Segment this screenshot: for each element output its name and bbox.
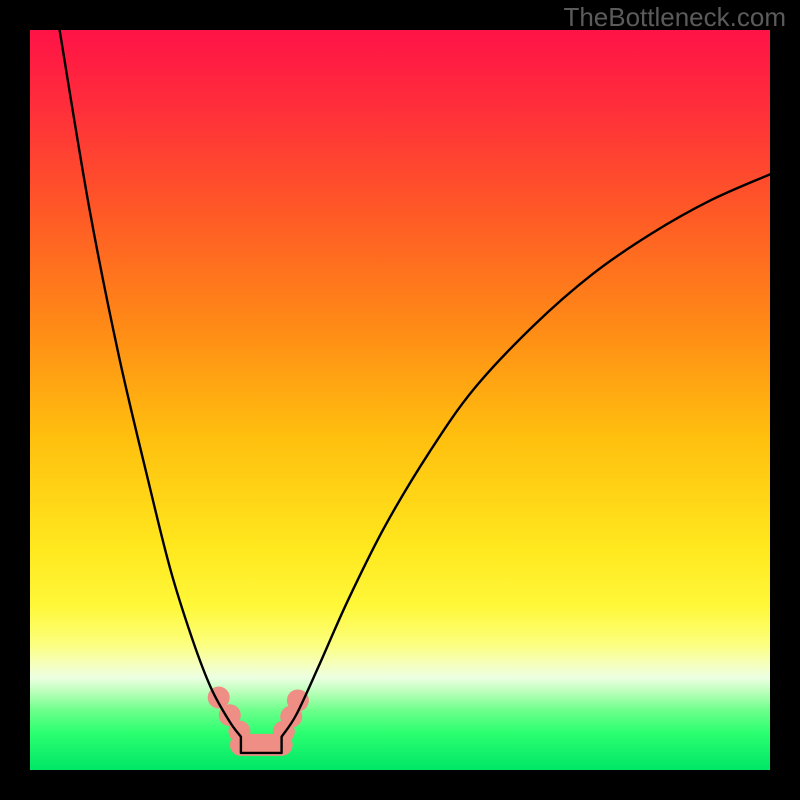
gradient-background [30, 30, 770, 770]
plot-area [30, 30, 770, 770]
plot-svg [30, 30, 770, 770]
chart-container: TheBottleneck.com [0, 0, 800, 800]
watermark-text: TheBottleneck.com [563, 2, 786, 33]
